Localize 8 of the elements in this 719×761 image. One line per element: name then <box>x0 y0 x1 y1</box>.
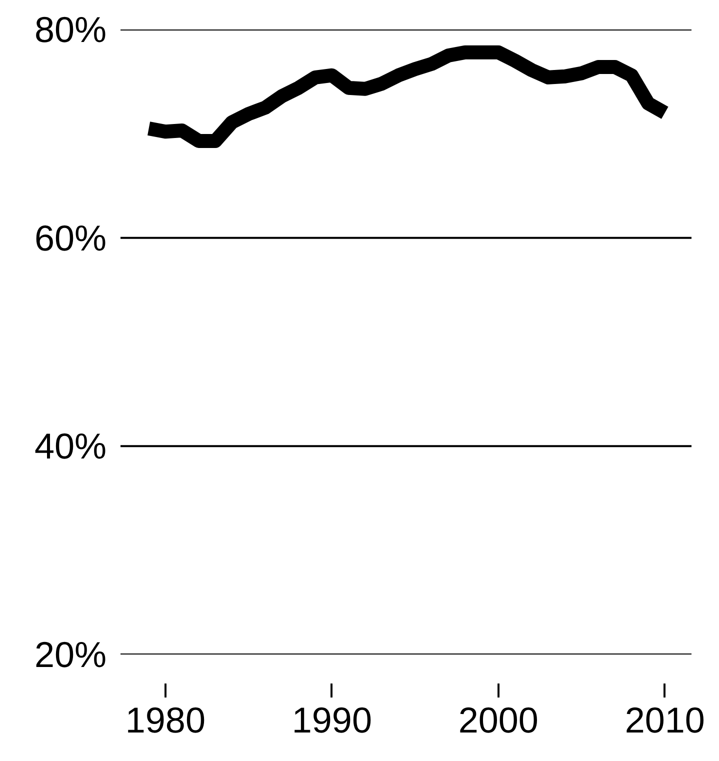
y-tick-label: 40% <box>34 426 107 467</box>
x-tick-label: 2000 <box>458 700 538 740</box>
y-tick-label: 80% <box>34 9 107 50</box>
x-tick-label: 1980 <box>125 700 206 740</box>
y-tick-label: 20% <box>34 634 107 675</box>
y-tick-label: 60% <box>34 217 107 258</box>
x-tick-label: 1990 <box>292 700 372 740</box>
x-tick-label: 2010 <box>624 700 705 740</box>
